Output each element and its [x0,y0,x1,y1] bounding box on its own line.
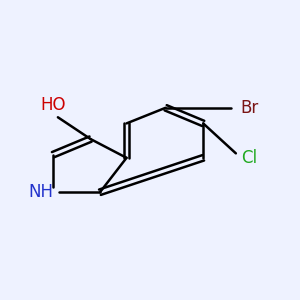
Text: HO: HO [40,96,66,114]
Text: NH: NH [28,183,53,201]
Text: Br: Br [241,99,259,117]
Text: Cl: Cl [241,149,257,167]
